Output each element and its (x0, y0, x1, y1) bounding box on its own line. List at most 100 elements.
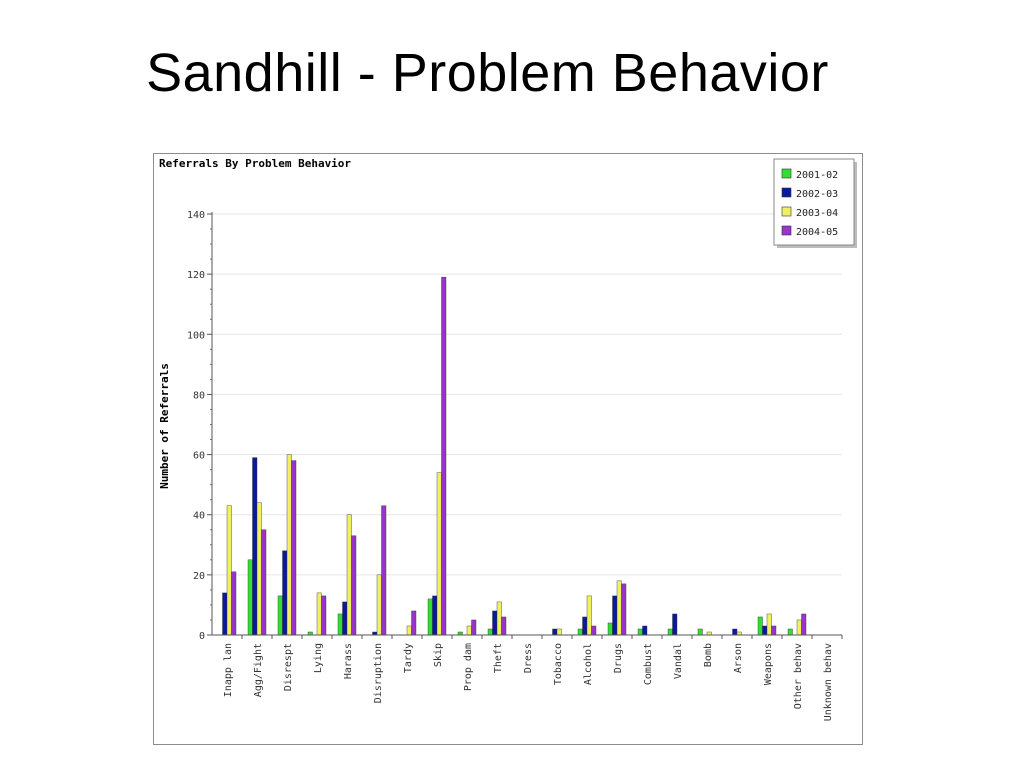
legend-swatch (781, 225, 792, 236)
x-tick-label: Arson (733, 643, 744, 673)
bar-2004-05 (471, 619, 477, 636)
x-tick-label: Harass (343, 643, 354, 679)
legend-label: 2003-04 (796, 208, 838, 219)
legend-label: 2002-03 (796, 189, 838, 200)
bar-2002-03 (282, 550, 288, 636)
chart-frame: Referrals By Problem Behavior Number of … (153, 153, 863, 745)
chart-title: Referrals By Problem Behavior (159, 157, 351, 170)
bar-2001-02 (277, 595, 283, 636)
bar-2004-05 (231, 571, 237, 636)
bar-2004-05 (771, 625, 777, 636)
x-tick-label: Prop dam (463, 643, 474, 691)
bar-2004-05 (261, 529, 267, 636)
x-tick-label: Other behav (793, 643, 804, 709)
bar-2004-05 (411, 610, 417, 636)
y-tick-labels: 0 20 40 60 80 100 120 140 (187, 210, 205, 642)
bar-2001-02 (247, 559, 253, 636)
x-tick-label: Unknown behav (823, 643, 834, 721)
bar-2003-04 (766, 613, 772, 636)
bar-2002-03 (222, 592, 228, 636)
bar-2002-03 (642, 625, 648, 636)
x-tick-label: Agg/Fight (253, 643, 264, 697)
slide-title: Sandhill - Problem Behavior (146, 43, 829, 103)
y-tick-label: 140 (187, 210, 205, 221)
bar-2002-03 (672, 613, 678, 636)
bar-2004-05 (501, 616, 507, 636)
legend-label: 2004-05 (796, 227, 838, 238)
x-tick-label: Inapp lan (223, 643, 234, 697)
bar-2001-02 (607, 622, 613, 636)
bar-2004-05 (381, 505, 387, 636)
x-tick-label: Weapons (763, 643, 774, 685)
bar-2003-04 (586, 595, 592, 636)
x-tick-label: Disrespt (283, 643, 294, 691)
bar-2004-05 (321, 595, 327, 636)
x-tick-label: Disruption (373, 643, 384, 703)
bar-2002-03 (492, 610, 498, 636)
bar-2001-02 (787, 628, 793, 636)
bar-2003-04 (256, 502, 262, 636)
bar-2001-02 (667, 628, 673, 636)
x-tick-label: Alcohol (583, 643, 594, 685)
bar-2001-02 (487, 628, 493, 636)
gridlines (212, 213, 842, 576)
x-tick-label: Tardy (403, 643, 414, 673)
y-tick-label: 0 (199, 631, 205, 642)
bar-2004-05 (591, 625, 597, 636)
bar-2002-03 (252, 457, 258, 636)
bar-2001-02 (337, 613, 343, 636)
y-tick-label: 120 (187, 270, 205, 281)
legend: 2001-02 2002-03 2003-04 2004-05 (773, 158, 857, 248)
y-tick-label: 100 (187, 330, 205, 341)
bar-2001-02 (757, 616, 763, 636)
bar-2003-04 (376, 574, 382, 636)
x-tick-label: Bomb (703, 643, 714, 667)
bar-2004-05 (351, 535, 357, 636)
bar-2003-04 (406, 625, 412, 636)
x-tick-label: Lying (313, 643, 324, 673)
y-tick-label: 20 (193, 571, 205, 582)
legend-swatch (781, 187, 792, 198)
bar-2003-04 (616, 580, 622, 636)
bar-2003-04 (226, 505, 232, 636)
bar-2002-03 (762, 625, 768, 636)
axes (207, 212, 843, 639)
bar-2003-04 (466, 625, 472, 636)
bar-2001-02 (637, 628, 643, 636)
bar-2001-02 (577, 628, 583, 636)
x-tick-label: Dress (523, 643, 534, 673)
y-tick-label: 40 (193, 511, 205, 522)
bar-2003-04 (286, 454, 292, 636)
x-tick-label: Tobacco (553, 643, 564, 685)
bar-2003-04 (496, 601, 502, 636)
bar-2003-04 (316, 592, 322, 636)
x-tick-label: Drugs (613, 643, 624, 673)
bar-2002-03 (552, 628, 558, 636)
x-tick-label: Combust (643, 643, 654, 685)
bar-2003-04 (796, 619, 802, 636)
x-tick-labels: Inapp lan Agg/Fight Disrespt Lying Harass Dis… (223, 643, 834, 721)
bar-2002-03 (342, 601, 348, 636)
y-tick-label: 80 (193, 390, 205, 401)
bar-2001-02 (697, 628, 703, 636)
bar-2001-02 (427, 598, 433, 636)
legend-label: 2001-02 (796, 170, 838, 181)
legend-swatch (781, 206, 792, 217)
bar-chart: Referrals By Problem Behavior Number of … (158, 157, 857, 721)
x-tick-label: Skip (433, 643, 444, 667)
x-tick-label: Theft (493, 643, 504, 673)
bar-2003-04 (346, 514, 352, 636)
bar-2002-03 (582, 616, 588, 636)
bar-2002-03 (732, 628, 738, 636)
y-tick-label: 60 (193, 451, 205, 462)
bar-2003-04 (556, 628, 562, 636)
y-axis-label: Number of Referrals (158, 363, 171, 489)
bar-2004-05 (621, 583, 627, 636)
bar-2004-05 (801, 613, 807, 636)
x-tick-label: Vandal (673, 643, 684, 679)
bar-2003-04 (436, 472, 442, 636)
bars (222, 276, 807, 636)
bar-2002-03 (432, 595, 438, 636)
bar-2002-03 (612, 595, 618, 636)
legend-swatch (781, 168, 792, 179)
